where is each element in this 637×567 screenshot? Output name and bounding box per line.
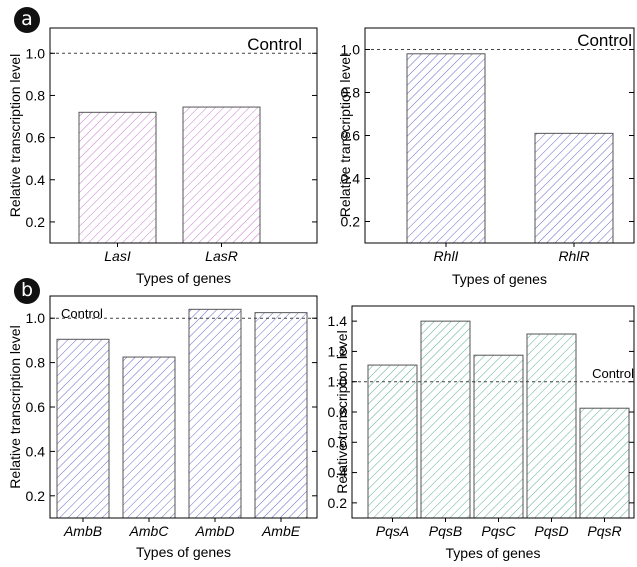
y-tick-label: 1.0: [328, 374, 348, 390]
x-tick-label: PqsB: [429, 523, 462, 539]
control-label: Control: [247, 35, 302, 54]
x-tick-label: LasR: [205, 248, 238, 264]
y-tick-label: 1.4: [328, 313, 348, 329]
bar-pqsr: [579, 407, 630, 519]
x-tick-label: AmbB: [63, 523, 102, 539]
y-tick-label: 0.8: [341, 85, 361, 101]
y-axis-title: Relative transcription level: [7, 325, 23, 488]
bar-pqsd: [526, 333, 577, 519]
x-tick-label: PqsR: [587, 523, 621, 539]
y-tick-label: 0.4: [26, 443, 46, 459]
x-axis-title: Types of genes: [452, 271, 547, 287]
y-tick-label: 0.4: [341, 171, 361, 187]
y-tick-label: 0.8: [328, 404, 348, 420]
x-tick-label: PqsA: [376, 523, 409, 539]
y-tick-label: 0.8: [26, 87, 46, 103]
bar-ambc: [122, 356, 176, 519]
y-tick-label: 0.6: [26, 130, 46, 146]
panel-label-b: b: [14, 278, 40, 304]
y-tick-label: 0.6: [341, 128, 361, 144]
bar-pqsa: [367, 364, 418, 519]
bar-lasi: [78, 111, 157, 244]
plot-frame: [364, 27, 635, 244]
y-tick-label: 1.2: [328, 343, 348, 359]
y-tick-label: 0.8: [26, 355, 46, 371]
x-tick-label: AmbE: [261, 523, 301, 539]
x-tick-label: PqsD: [534, 523, 568, 539]
x-tick-label: RhlI: [434, 248, 459, 264]
bar-pqsb: [420, 320, 471, 519]
bar-ambe: [254, 312, 308, 519]
y-tick-label: 1.0: [26, 45, 46, 61]
x-tick-label: RhlR: [558, 248, 589, 264]
y-axis-title: Relative transcription level: [337, 54, 353, 217]
bar-rhli: [406, 53, 486, 244]
y-tick-label: 0.2: [328, 495, 348, 511]
bar-rhlr: [534, 132, 614, 244]
plot-frame: [351, 305, 635, 519]
bar-ambb: [56, 338, 110, 519]
control-label: Control: [577, 31, 632, 50]
y-tick-label: 0.2: [26, 214, 46, 230]
x-axis-title: Types of genes: [136, 270, 231, 286]
x-tick-label: LasI: [104, 248, 131, 264]
y-tick-label: 1.0: [26, 310, 46, 326]
plot-frame: [49, 295, 318, 519]
y-tick-label: 0.6: [26, 399, 46, 415]
control-label: Control: [61, 306, 103, 321]
x-tick-label: PqsC: [481, 523, 516, 539]
x-axis-title: Types of genes: [136, 544, 231, 560]
y-tick-label: 0.2: [26, 488, 46, 504]
y-axis-title: Relative transcription level: [7, 54, 23, 217]
y-tick-label: 0.2: [341, 214, 361, 230]
bar-pqsc: [473, 354, 524, 519]
x-tick-label: AmbD: [195, 523, 235, 539]
y-tick-label: 0.6: [328, 434, 348, 450]
control-label: Control: [592, 366, 634, 381]
panel-label-a: a: [14, 7, 40, 33]
bar-lasr: [182, 106, 261, 244]
x-axis-title: Types of genes: [446, 545, 541, 561]
plot-frame: [49, 27, 318, 244]
y-tick-label: 0.4: [26, 172, 46, 188]
bar-ambd: [188, 308, 242, 519]
x-tick-label: AmbC: [129, 523, 170, 539]
y-tick-label: 1.0: [341, 42, 361, 58]
y-axis-title: Relative transcription level: [334, 330, 350, 493]
y-tick-label: 0.4: [328, 465, 348, 481]
